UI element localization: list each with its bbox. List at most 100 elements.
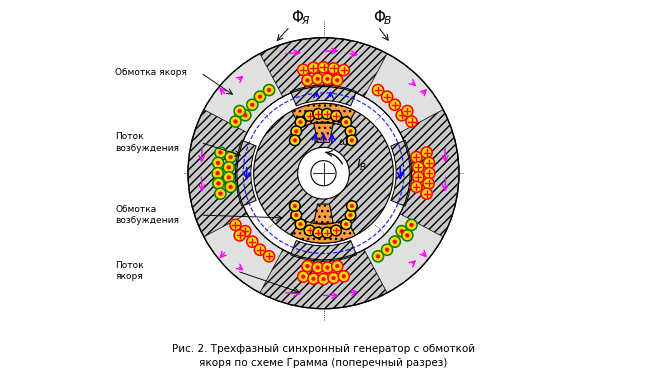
Circle shape [322,73,333,85]
Circle shape [385,248,389,252]
Circle shape [347,135,357,146]
Circle shape [227,176,230,179]
Circle shape [325,266,329,269]
Circle shape [227,166,230,169]
Circle shape [345,210,356,220]
Wedge shape [391,140,411,206]
Circle shape [291,126,302,137]
Circle shape [332,261,343,272]
Circle shape [328,272,339,283]
Circle shape [294,130,298,133]
Circle shape [328,63,339,74]
Polygon shape [314,204,333,223]
Circle shape [341,117,351,128]
Circle shape [345,126,356,137]
Wedge shape [291,240,356,261]
Circle shape [331,111,342,121]
Circle shape [239,110,251,121]
Circle shape [247,236,258,247]
Circle shape [373,251,384,262]
Circle shape [406,219,417,230]
Wedge shape [364,214,443,293]
Wedge shape [364,53,443,132]
Circle shape [411,181,422,193]
Circle shape [312,73,324,85]
Circle shape [263,251,274,262]
Circle shape [342,275,345,278]
Circle shape [251,101,396,246]
Circle shape [396,110,408,121]
Circle shape [243,113,247,117]
Circle shape [229,155,232,159]
Circle shape [298,147,349,199]
Circle shape [254,103,393,243]
Text: $I_{B}$: $I_{B}$ [356,158,367,173]
Circle shape [322,277,325,281]
Wedge shape [292,103,355,128]
Circle shape [234,105,245,117]
Circle shape [254,244,265,255]
Circle shape [225,181,236,193]
Text: $\Phi_{\!\mathit{B}}$: $\Phi_{\!\mathit{B}}$ [373,8,391,27]
Circle shape [347,201,357,211]
Circle shape [402,105,413,117]
Circle shape [223,162,234,173]
Circle shape [382,91,393,102]
Circle shape [299,120,302,124]
Circle shape [332,75,343,86]
Circle shape [349,130,352,133]
Circle shape [313,227,324,238]
Circle shape [234,120,237,123]
Circle shape [316,266,320,269]
Circle shape [230,219,241,230]
Circle shape [305,264,309,268]
Circle shape [389,236,400,247]
Circle shape [308,62,319,73]
Circle shape [424,168,435,179]
Circle shape [294,214,298,217]
Circle shape [298,64,309,76]
Circle shape [423,178,434,189]
Circle shape [290,135,300,146]
Circle shape [293,204,296,208]
Wedge shape [236,140,256,206]
Circle shape [215,188,226,199]
Circle shape [413,162,424,173]
Circle shape [338,271,349,282]
Wedge shape [292,219,355,243]
Circle shape [238,109,241,113]
Wedge shape [291,85,356,106]
Polygon shape [314,123,333,142]
Circle shape [250,103,254,107]
Circle shape [298,271,309,282]
Circle shape [318,62,329,73]
Circle shape [393,240,397,243]
Circle shape [322,262,333,273]
Circle shape [217,182,220,185]
Text: Поток
якоря: Поток якоря [115,261,144,281]
Circle shape [421,147,432,158]
Text: $\omega$: $\omega$ [338,137,349,147]
Circle shape [406,116,417,127]
Circle shape [376,255,380,258]
Circle shape [396,226,408,237]
Circle shape [312,277,315,280]
Text: Поток
возбуждения: Поток возбуждения [115,132,179,153]
Circle shape [293,139,296,142]
Circle shape [239,226,251,237]
Circle shape [344,120,348,124]
Circle shape [332,276,335,280]
Circle shape [389,99,400,110]
Circle shape [318,273,329,285]
Circle shape [322,227,333,238]
Circle shape [402,230,413,241]
Circle shape [313,108,324,119]
Circle shape [338,65,349,76]
Circle shape [322,108,333,119]
Circle shape [216,171,219,175]
Circle shape [411,151,422,163]
Wedge shape [204,214,283,293]
Circle shape [341,219,351,230]
Circle shape [212,168,223,179]
Circle shape [335,264,339,268]
